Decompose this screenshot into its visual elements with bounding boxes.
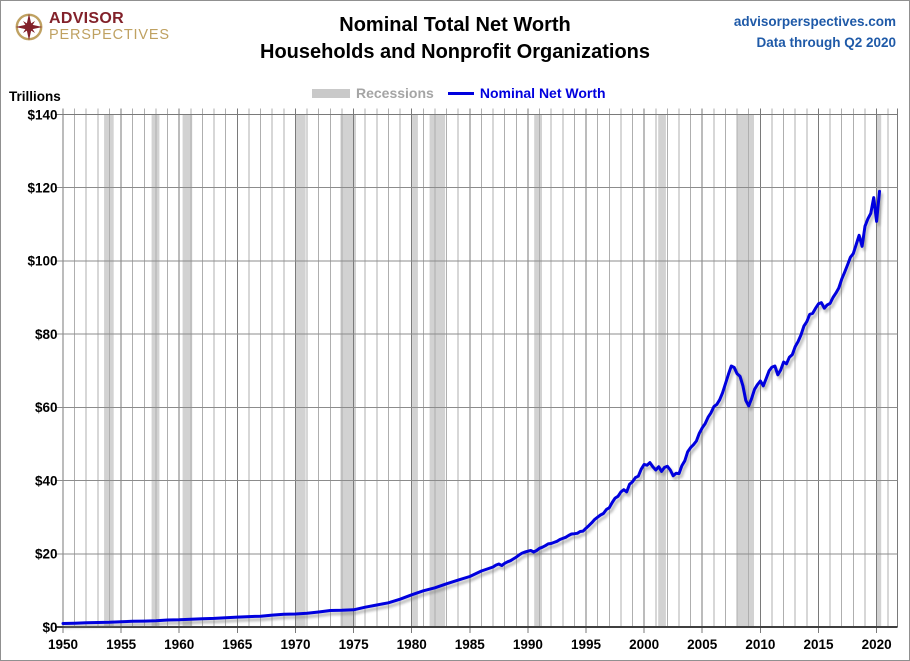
net-worth-line-shadow (63, 193, 884, 629)
chart-title-line1: Nominal Total Net Worth (339, 14, 571, 36)
x-axis-tick-label: 2010 (745, 637, 775, 652)
x-axis-tick-label: 1995 (571, 637, 602, 652)
chart-title-line2: Households and Nonprofit Organizations (260, 41, 650, 63)
recession-band (412, 114, 418, 627)
data-through-text: Data through Q2 2020 (756, 35, 896, 50)
y-axis-tick-label: $140 (27, 107, 57, 122)
gridlines (55, 108, 898, 633)
recession-band (736, 114, 754, 627)
x-axis-tick-label: 1975 (339, 637, 370, 652)
site-url-text: advisorperspectives.com (733, 14, 896, 29)
y-axis-tick-label: $60 (35, 400, 58, 415)
logo-advisor-text: ADVISOR (49, 10, 124, 27)
y-axis-tick-label: $20 (35, 547, 58, 562)
series-legend-line-swatch (447, 91, 474, 95)
chart-legend: Recessions Nominal Net Worth (312, 85, 606, 101)
x-axis-tick-label: 1960 (164, 637, 194, 652)
recession-band (182, 114, 193, 627)
net-worth-line (61, 189, 881, 625)
y-axis-tick-label: $120 (27, 181, 57, 196)
source-block: advisorperspectives.com Data through Q2 … (734, 11, 896, 53)
chart-title: Nominal Total Net Worth Households and N… (1, 12, 909, 66)
recession-band (876, 114, 882, 627)
x-axis-tick-label: 2015 (803, 637, 834, 652)
y-axis-tick-label: $80 (35, 327, 58, 342)
recession-band (340, 114, 356, 627)
logo-text: ADVISOR PERSPECTIVES (49, 11, 170, 43)
x-axis-tick-label: 1955 (106, 637, 137, 652)
recession-band (104, 114, 114, 627)
y-axis-tick-label: $0 (42, 620, 57, 635)
compass-logo-icon (15, 13, 43, 41)
x-axis-tick-label: 1965 (222, 637, 253, 652)
x-axis-tick-label: 1950 (48, 637, 78, 652)
axis-tick-labels: $0 $20 $40 $60 $80 $100 $120 $140 1950 1955 1960 19… (27, 107, 891, 652)
recession-band (658, 114, 666, 627)
recession-legend-label: Recessions (356, 85, 434, 101)
advisor-perspectives-logo: ADVISOR PERSPECTIVES (12, 10, 170, 44)
x-axis-tick-label: 1970 (280, 637, 310, 652)
x-axis-tick-label: 2020 (862, 637, 892, 652)
logo-perspectives-text: PERSPECTIVES (49, 27, 170, 43)
x-axis-tick-label: 2005 (687, 637, 718, 652)
y-axis-unit-label: Trillions (9, 89, 61, 104)
y-axis-tick-label: $100 (27, 254, 57, 269)
recession-band (534, 114, 542, 627)
x-axis-tick-label: 1990 (513, 637, 543, 652)
recession-band (429, 114, 446, 627)
x-axis-tick-label: 2000 (629, 637, 659, 652)
series-legend-label: Nominal Net Worth (479, 85, 606, 101)
x-axis-tick-label: 1985 (455, 637, 486, 652)
recession-band (295, 114, 306, 627)
y-axis-tick-label: $40 (35, 473, 58, 488)
x-axis-tick-label: 1980 (397, 637, 427, 652)
recession-legend-swatch (312, 88, 350, 98)
